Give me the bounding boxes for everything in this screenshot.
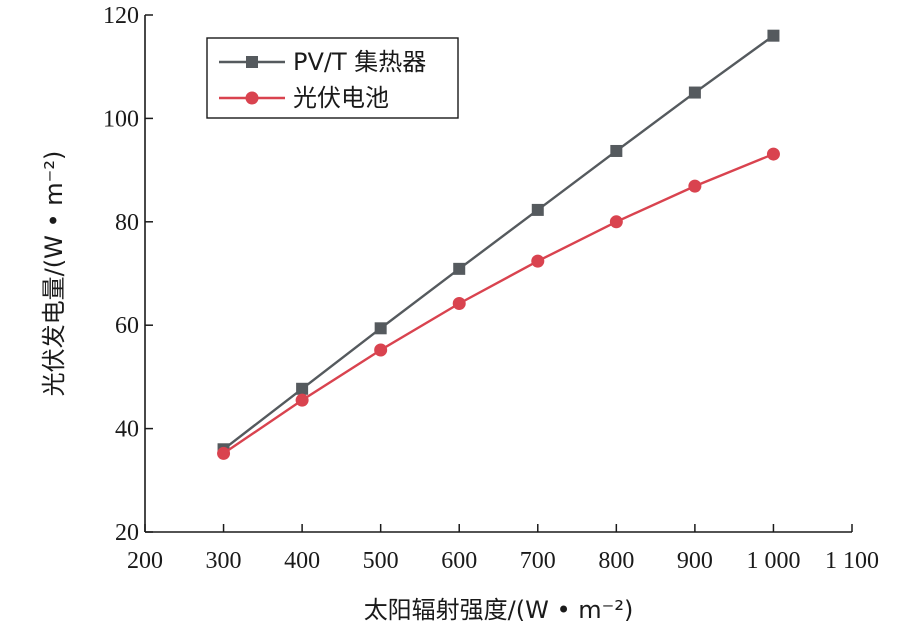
legend-marker-1 xyxy=(246,56,258,68)
x-tick-label: 1 100 xyxy=(825,548,879,574)
series-2-point xyxy=(295,393,309,407)
series-1-point xyxy=(767,29,780,42)
x-tick-label: 200 xyxy=(127,548,163,574)
x-tick-label: 900 xyxy=(677,548,713,574)
series-1-point xyxy=(296,382,309,395)
legend-marker-2 xyxy=(245,91,259,105)
x-tick-label: 1 000 xyxy=(746,548,800,574)
y-tick-label: 100 xyxy=(103,106,139,132)
series-2-point xyxy=(217,446,231,460)
y-tick-label: 60 xyxy=(115,313,139,339)
series-1-point xyxy=(453,262,466,275)
series-2-point xyxy=(531,254,545,268)
y-axis-title: 光伏发电量/(W • m⁻²) xyxy=(40,151,68,397)
y-tick-label: 80 xyxy=(115,210,139,236)
legend-label-1: PV/T 集热器 xyxy=(293,48,426,76)
legend-label-2: 光伏电池 xyxy=(293,84,389,112)
y-tick-label: 20 xyxy=(115,520,139,546)
y-tick-label: 120 xyxy=(103,3,139,29)
series-1-point xyxy=(374,322,387,335)
x-tick-label: 800 xyxy=(598,548,634,574)
series-2-point xyxy=(766,147,780,161)
series-1-point xyxy=(531,203,544,216)
series-2-point xyxy=(374,343,388,357)
series-line-2 xyxy=(222,152,774,455)
x-tick-label: 700 xyxy=(520,548,556,574)
series-1-point xyxy=(688,86,701,99)
series-1-point xyxy=(610,144,623,157)
series-2-point xyxy=(688,179,702,193)
x-tick-label: 300 xyxy=(206,548,242,574)
x-axis-title: 太阳辐射强度/(W • m⁻²) xyxy=(364,596,634,624)
series-line-1 xyxy=(222,34,775,451)
series-2-point xyxy=(452,296,466,310)
x-tick-label: 400 xyxy=(284,548,320,574)
y-tick-label: 40 xyxy=(115,417,139,443)
x-tick-label: 600 xyxy=(441,548,477,574)
legend-box xyxy=(206,37,459,119)
series-2-point xyxy=(609,215,623,229)
x-tick-label: 500 xyxy=(363,548,399,574)
